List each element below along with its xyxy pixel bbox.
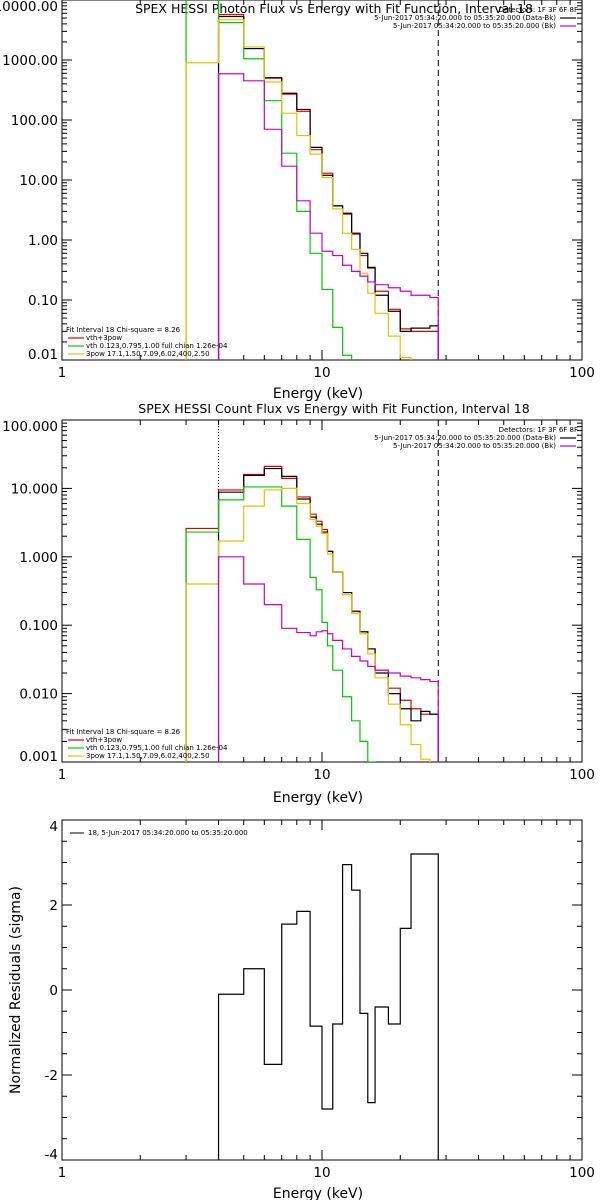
residuals-y-label: Normalized Residuals (sigma)	[8, 886, 24, 1094]
photon-flux-panel: SPEX HESSI Photon Flux vs Energy with Fi…	[0, 0, 595, 402]
y-tick-label: 0	[49, 983, 58, 999]
series-2-line	[185, 486, 439, 762]
x-tick-label: 1	[58, 365, 67, 381]
y-tick-label: 1000.00	[2, 53, 58, 69]
photon-flux-plot-area: 1 10 100 0.01 0.10 1.00 10.00 100.00 1000.00 1000…	[0, 0, 595, 381]
plot-frame	[61, 0, 583, 361]
x-tick-label: 100	[569, 365, 595, 381]
legend-header: Fit Interval 18 Chi-square = 8.26	[66, 326, 181, 334]
legend-entry: 18, 5-Jun-2017 05:34:20.000 to 05:35:20.…	[88, 829, 248, 837]
count-flux-x-label: Energy (keV)	[273, 790, 363, 806]
legend-entry: 3pow 17.1,1.50,7.09,6.02,400,2.50	[86, 752, 210, 760]
y-tick-label: 1.000	[19, 550, 58, 566]
y-tick-label: 0.01	[28, 347, 58, 363]
x-tick-label: 100	[569, 767, 595, 783]
photon-flux-title: SPEX HESSI Photon Flux vs Energy with Fi…	[135, 1, 533, 16]
y-tick-label: -2	[45, 1068, 58, 1084]
series-2-line	[185, 0, 439, 360]
legend-header: Detectors: 1F 3F 6F 8F	[499, 426, 578, 434]
legend-entry: vth 0.123,0.795,1.00 full chian 1.26e-04	[86, 744, 228, 752]
y-tick-label: 0.010	[19, 687, 58, 703]
y-tick-label: 1.00	[28, 233, 58, 249]
y-tick-label: -4	[45, 1147, 58, 1163]
series-3-line	[185, 487, 439, 762]
residuals-plot-area: 1 10 100 -4 -2 0 2 4 18, 5-Jun-2017 05:34:20.000…	[45, 819, 595, 1181]
legend-entry: vth+3pow	[86, 736, 122, 744]
x-tick-label: 1	[58, 1165, 67, 1181]
legend-header: Fit Interval 18 Chi-square = 8.26	[66, 728, 181, 736]
series-4-line	[217, 73, 439, 360]
y-tick-label: 0.001	[19, 749, 58, 765]
series-1-line	[217, 467, 439, 762]
count-flux-plot-area: 1 10 100 0.001 0.010 0.100 1.000 10.000 100.000 D…	[2, 419, 595, 783]
count-flux-title: SPEX HESSI Count Flux vs Energy with Fit…	[138, 401, 529, 416]
y-tick-label: 10000.00	[0, 0, 58, 15]
series-1-line	[217, 15, 439, 360]
y-tick-label: 10.000	[11, 481, 58, 497]
y-tick-label: 2	[49, 898, 58, 914]
legend-entry: 5-Jun-2017 05:34:20.000 to 05:35:20.000 …	[393, 442, 556, 450]
y-tick-label: 0.100	[19, 618, 58, 634]
legend-header: Detectors: 1F 3F 6F 8F	[499, 6, 578, 14]
y-tick-label: 100.00	[11, 113, 58, 129]
residuals-panel: 1 10 100 -4 -2 0 2 4 18, 5-Jun-2017 05:34:20.000…	[8, 819, 595, 1200]
residuals-x-label: Energy (keV)	[273, 1186, 363, 1200]
legend-entry: vth 0.123,0.795,1.00 full chian 1.26e-04	[86, 342, 228, 350]
legend-entry: 5-Jun-2017 05:34:20.000 to 05:35:20.000 …	[393, 22, 556, 30]
count-flux-panel: SPEX HESSI Count Flux vs Energy with Fit…	[2, 401, 595, 806]
legend-entry: 3pow 17.1,1.50,7.09,6.02,400,2.50	[86, 350, 210, 358]
series-4-line	[217, 556, 439, 762]
x-tick-label: 100	[569, 1165, 595, 1181]
photon-flux-x-label: Energy (keV)	[273, 386, 363, 402]
y-tick-label: 10.00	[19, 173, 58, 189]
y-tick-label: 0.10	[28, 293, 58, 309]
series-0-line	[217, 14, 439, 360]
x-tick-label: 10	[313, 767, 330, 783]
x-tick-label: 1	[58, 767, 67, 783]
y-tick-label: 4	[49, 819, 58, 835]
legend-entry: 5-Jun-2017 05:34:20.000 to 05:35:20.000 …	[374, 434, 556, 442]
series-0-line	[217, 853, 439, 1160]
legend-entry: 5-Jun-2017 05:34:20.000 to 05:35:20.000 …	[374, 14, 556, 22]
y-tick-label: 100.000	[2, 419, 58, 435]
series-3-line	[185, 19, 439, 360]
legend-entry: vth+3pow	[86, 334, 122, 342]
x-tick-label: 10	[313, 1165, 330, 1181]
x-tick-label: 10	[313, 365, 330, 381]
